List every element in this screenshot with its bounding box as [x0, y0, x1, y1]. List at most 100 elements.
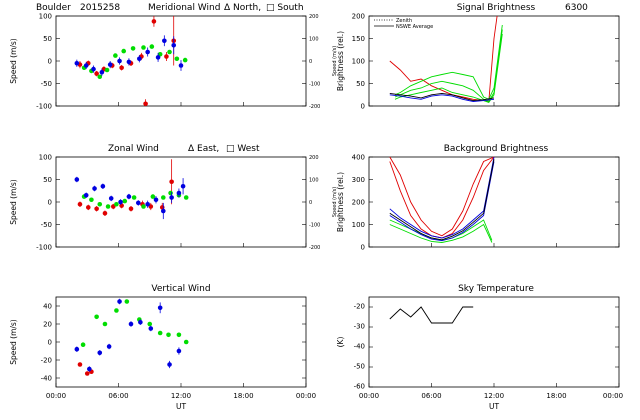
y-axis-label: Brightness (rel.)	[336, 172, 345, 232]
plot-area	[368, 15, 620, 107]
data-point	[84, 371, 90, 376]
y2-axis-label: Speed (m/s)	[332, 46, 338, 76]
data-point	[102, 321, 108, 327]
data-point	[148, 326, 154, 331]
data-point	[97, 74, 103, 80]
data-point	[157, 330, 163, 336]
series-line	[389, 306, 474, 324]
data-point	[160, 195, 166, 200]
panel-signal: Signal Brightness 6300 Brightness (rel.)…	[336, 3, 620, 111]
data-point	[167, 49, 172, 55]
data-point	[168, 190, 173, 196]
data-point	[128, 321, 134, 327]
legend-zenith: Zenith	[396, 18, 412, 24]
data-point	[117, 58, 122, 64]
data-point	[174, 56, 180, 62]
y-tick-label: 50	[43, 35, 52, 43]
series-line	[394, 29, 503, 103]
y-axis-label: (K)	[336, 337, 345, 348]
legend-average: NSWE Average	[396, 24, 433, 30]
data-point	[94, 206, 99, 212]
series-line	[389, 94, 495, 102]
data-point	[100, 183, 106, 189]
y2-ticks: 200 100 0 -100 -200	[309, 155, 320, 251]
y2-tick-label: 100	[309, 178, 319, 184]
data-point	[114, 308, 119, 313]
data-point	[91, 66, 96, 72]
y-tick-label: -100	[36, 244, 52, 252]
plot-frame	[55, 156, 307, 248]
plot-frame	[368, 156, 620, 248]
data-point	[164, 54, 169, 59]
data-point	[155, 55, 161, 60]
y-tick-label: 40	[43, 303, 52, 311]
y2-tick-label: -200	[309, 104, 320, 110]
data-point	[77, 201, 83, 207]
series-line	[389, 156, 495, 237]
panel-vertical: Vertical Wind Speed (m/s) 40 20 0 -20 -4…	[9, 284, 316, 411]
data-point	[131, 195, 137, 200]
data-point	[153, 197, 159, 203]
x-axis-label: UT	[176, 402, 186, 411]
data-point	[135, 200, 141, 206]
y-ticks: 400 300 200 100 0	[352, 154, 365, 252]
legend-east: Δ East,	[188, 144, 219, 154]
data-point	[167, 362, 172, 367]
y-axis-label: Brightness (rel.)	[336, 31, 345, 91]
data-point	[74, 177, 80, 182]
x-tick-label: 18:00	[546, 392, 566, 400]
data-point	[104, 67, 110, 73]
data-point	[169, 195, 174, 200]
data-point	[118, 199, 123, 205]
y-ticks: 100 50 0 -50 -100	[36, 13, 52, 111]
x-ticks: 00:00 06:00 12:00 18:00 00:00	[359, 392, 623, 400]
data-point	[176, 348, 182, 354]
data-point	[113, 53, 118, 58]
plot-area	[368, 156, 620, 248]
data-point	[74, 346, 80, 352]
data-point	[94, 71, 99, 76]
plot-area	[55, 15, 307, 107]
y-tick-label: 300	[352, 176, 365, 184]
data-point	[105, 204, 111, 209]
y-tick-label: 150	[352, 35, 365, 43]
panel-title: Sky Temperature	[458, 284, 534, 294]
plot-area	[55, 156, 307, 248]
data-point	[160, 208, 166, 214]
panel-background: Background Brightness Brightness (rel.) …	[336, 144, 620, 252]
legend-north: Δ North,	[224, 3, 261, 13]
series-line	[394, 33, 503, 103]
y-tick-label: -30	[354, 323, 365, 331]
y-tick-label: 400	[352, 154, 365, 162]
legend-south: □ South	[266, 3, 304, 13]
y2-axis-label: Speed (m/s)	[332, 187, 338, 217]
y-tick-label: 100	[39, 154, 52, 162]
data-point	[102, 210, 108, 216]
site-name: Boulder	[36, 3, 71, 13]
y2-tick-label: 0	[309, 200, 312, 206]
data-point	[108, 196, 114, 201]
x-tick-label: 00:00	[296, 392, 316, 400]
y-tick-label: 0	[48, 339, 52, 347]
data-point	[85, 205, 91, 210]
y2-tick-label: -100	[309, 82, 320, 88]
data-point	[128, 206, 134, 212]
y2-tick-label: 0	[309, 59, 312, 65]
y-axis-label: Speed (m/s)	[9, 319, 18, 365]
data-point	[157, 305, 163, 311]
x-tick-label: 06:00	[108, 392, 128, 400]
y-ticks: -20 -30 -40 -50 -60	[354, 303, 365, 391]
y-tick-label: -50	[41, 80, 52, 88]
data-point	[130, 46, 136, 51]
y-ticks: 200 150 100 50 0	[352, 13, 365, 111]
data-point	[138, 319, 143, 325]
panel-meridional: Boulder 2015258 Meridional Wind Δ North,…	[9, 3, 338, 111]
panel-title: Vertical Wind	[151, 284, 210, 294]
data-point	[94, 314, 99, 320]
y-tick-label: 50	[356, 80, 365, 88]
y-tick-label: -20	[354, 303, 365, 311]
y-tick-label: 0	[361, 103, 365, 111]
y-tick-label: 20	[43, 321, 52, 329]
data-point	[114, 201, 119, 207]
date-label: 2015258	[80, 3, 120, 13]
